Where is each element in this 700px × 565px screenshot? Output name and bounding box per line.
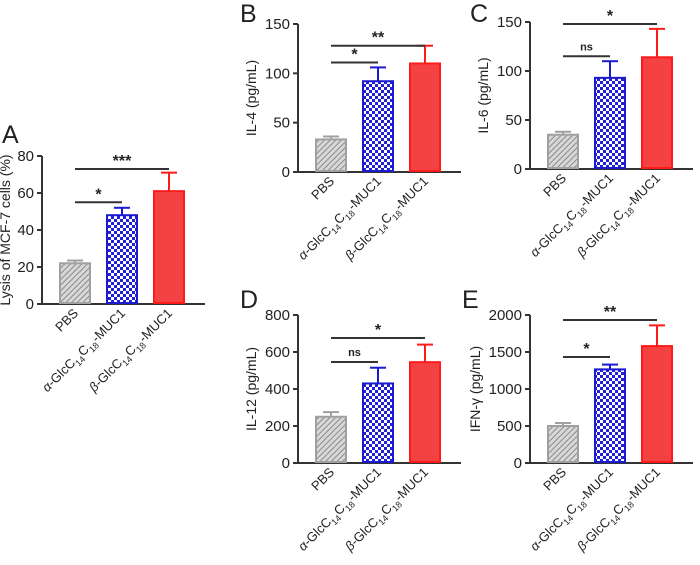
label-part: -MUC1: [391, 465, 431, 505]
y-tick-label: 150: [497, 14, 522, 31]
significance-label: *: [375, 322, 382, 339]
bar-beta: [409, 62, 441, 172]
bar-alpha: [106, 214, 138, 304]
panel-c: C 0 50 100 150 IL-6 (pg/mL) PBSα-GlcC14C18-MUC…: [470, 0, 693, 263]
y-tick-label: 50: [505, 112, 522, 129]
panel-e: E 0 500 1000 1500 2000 IFN-γ (pg/mL) PBSα-GlcC1…: [462, 286, 693, 557]
y-tick-label: 0: [514, 455, 522, 472]
bar-alpha: [594, 76, 626, 169]
label-part: -MUC1: [576, 465, 616, 505]
significance-label: *: [351, 46, 358, 63]
significance-label: ns: [348, 347, 361, 359]
significance-label: ***: [113, 153, 132, 170]
bar-beta: [153, 190, 185, 304]
bar-pbs: [315, 138, 347, 173]
y-tick-label: 1000: [489, 381, 522, 398]
y-axis-label: Lysis of MCF-7 cells (%): [0, 154, 13, 305]
bar-alpha: [362, 80, 394, 172]
x-tick-label: β-GlcC14C18-MUC1: [573, 465, 665, 557]
x-tick-label: PBS: [52, 305, 81, 334]
x-tick-label: β-GlcC14C18-MUC1: [85, 306, 177, 398]
label-part: PBS: [52, 305, 81, 334]
label-part: PBS: [540, 170, 569, 199]
panel-letter: B: [240, 0, 257, 28]
y-tick-label: 800: [265, 307, 290, 324]
label-part: -MUC1: [391, 174, 431, 214]
y-tick-label: 20: [17, 259, 34, 276]
panel-d: D 0 200 400 600 800 IL-12 (pg/mL) PBSα-GlcC14C1…: [240, 286, 461, 557]
label-part: PBS: [540, 464, 569, 493]
label-part: PBS: [308, 173, 337, 202]
significance-label: ns: [580, 41, 593, 53]
y-tick-label: 100: [497, 63, 522, 80]
significance-label: *: [583, 341, 590, 358]
panel-letter: C: [470, 0, 488, 28]
bar-pbs: [547, 133, 579, 169]
panel-b: B 0 50 100 150 IL-4 (pg/mL) PBSα-GlcC14C18-MUC…: [240, 0, 461, 266]
panel-a: A 0 20 40 60 80 Lysis of MCF-7 cells (%) PBSα-G…: [0, 121, 205, 398]
y-tick-label: 0: [514, 161, 522, 178]
x-tick-label: β-GlcC14C18-MUC1: [341, 465, 433, 557]
significance-label: *: [95, 186, 102, 203]
significance-label: *: [607, 8, 614, 25]
y-tick-label: 400: [265, 381, 290, 398]
x-tick-label: α-GlcC14C18-MUC1: [295, 174, 386, 265]
y-tick-label: 0: [282, 455, 290, 472]
label-part: -MUC1: [344, 174, 384, 214]
panel-letter: E: [462, 286, 479, 314]
x-tick-label: β-GlcC14C18-MUC1: [341, 174, 433, 266]
bar-beta: [641, 345, 673, 463]
label-part: -MUC1: [344, 465, 384, 505]
x-tick-label: PBS: [308, 173, 337, 202]
x-tick-label: PBS: [308, 464, 337, 493]
y-axis-label: IL-12 (pg/mL): [243, 347, 259, 431]
y-axis-label: IL-4 (pg/mL): [243, 60, 259, 136]
bar-alpha: [594, 368, 626, 464]
x-tick-label: β-GlcC14C18-MUC1: [573, 171, 665, 263]
bar-pbs: [547, 425, 579, 463]
significance-label: **: [372, 30, 385, 47]
y-tick-label: 100: [265, 65, 290, 82]
x-tick-label: α-GlcC14C18-MUC1: [295, 465, 386, 556]
y-tick-label: 1500: [489, 344, 522, 361]
bar-pbs: [59, 262, 91, 304]
x-tick-label: α-GlcC14C18-MUC1: [527, 171, 618, 262]
significance-label: **: [604, 304, 617, 321]
label-part: -MUC1: [88, 306, 128, 346]
y-tick-label: 500: [497, 418, 522, 435]
y-tick-label: 80: [17, 148, 34, 165]
y-axis-label: IL-6 (pg/mL): [475, 57, 491, 133]
label-part: -MUC1: [576, 171, 616, 211]
y-tick-label: 150: [265, 16, 290, 33]
bar-beta: [409, 361, 441, 463]
label-part: -MUC1: [135, 306, 175, 346]
x-tick-label: α-GlcC14C18-MUC1: [39, 306, 130, 397]
y-tick-label: 600: [265, 344, 290, 361]
y-tick-label: 2000: [489, 307, 522, 324]
y-tick-label: 60: [17, 185, 34, 202]
bar-alpha: [362, 382, 394, 464]
y-tick-label: 0: [282, 164, 290, 181]
x-tick-label: PBS: [540, 170, 569, 199]
bar-pbs: [315, 415, 347, 463]
label-part: -MUC1: [623, 465, 663, 505]
x-tick-label: PBS: [540, 464, 569, 493]
panel-letter: D: [240, 286, 258, 314]
x-tick-label: α-GlcC14C18-MUC1: [527, 465, 618, 556]
y-axis-label: IFN-γ (pg/mL): [467, 346, 483, 432]
y-tick-label: 200: [265, 418, 290, 435]
bar-beta: [641, 56, 673, 169]
label-part: -MUC1: [623, 171, 663, 211]
y-tick-label: 50: [273, 115, 290, 132]
y-tick-label: 40: [17, 222, 34, 239]
y-tick-label: 0: [26, 296, 34, 313]
label-part: PBS: [308, 464, 337, 493]
panel-letter: A: [2, 121, 19, 149]
